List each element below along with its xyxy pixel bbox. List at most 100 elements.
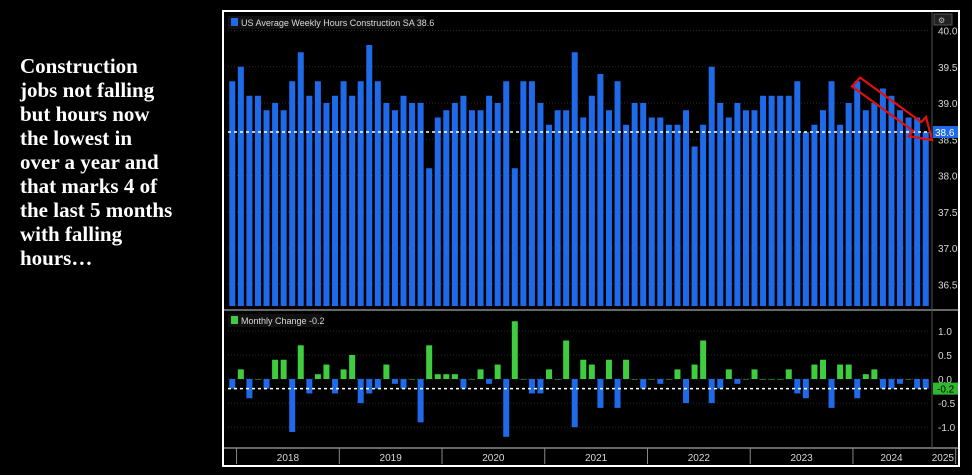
annotation-line: the last 5 months <box>20 198 173 222</box>
change-legend-swatch <box>231 316 238 324</box>
hours-bar <box>546 124 553 306</box>
change-bar <box>314 374 321 379</box>
change-last-value-badge <box>933 382 958 395</box>
change-bar <box>665 379 672 380</box>
hours-tick-label: 37.0 <box>938 244 958 255</box>
hours-bar <box>683 110 690 306</box>
change-bar <box>537 379 544 394</box>
change-legend-text: Monthly Change -0.2 <box>241 316 325 326</box>
change-bar <box>443 374 450 379</box>
hours-bar <box>297 52 304 306</box>
year-tick-label: 2019 <box>380 453 403 464</box>
hours-bar <box>914 117 921 306</box>
hours-bar <box>263 110 270 306</box>
hours-bar <box>254 95 261 306</box>
hours-bar <box>289 81 296 306</box>
change-bar <box>854 379 861 399</box>
change-bar <box>614 379 621 408</box>
hours-bar <box>400 95 407 306</box>
hours-bar <box>768 95 775 306</box>
hours-bar <box>802 132 809 306</box>
change-bar <box>837 364 844 379</box>
hours-bar <box>691 146 698 306</box>
hours-bar <box>862 110 869 306</box>
change-bar <box>888 379 895 389</box>
hours-bar <box>340 81 347 306</box>
change-bar <box>297 345 304 379</box>
change-bar <box>862 374 869 379</box>
change-bar <box>546 369 553 379</box>
hours-bar <box>742 110 749 306</box>
change-bar <box>246 379 253 399</box>
hours-last-value-label: 38.6 <box>935 128 955 139</box>
change-bar <box>648 379 655 380</box>
change-bar <box>451 374 458 379</box>
window-control-button <box>933 13 953 26</box>
hours-bar <box>905 117 912 306</box>
change-bar <box>674 369 681 379</box>
year-tick-label: 2022 <box>688 453 711 464</box>
change-tick-label: 0.0 <box>938 375 952 386</box>
change-bar <box>306 379 313 394</box>
hours-bar <box>323 103 330 306</box>
change-bar <box>237 369 244 379</box>
year-tick-label: 2021 <box>585 453 608 464</box>
hours-bar <box>734 103 741 306</box>
change-bar <box>571 379 578 428</box>
hours-bar <box>725 117 732 306</box>
change-bar <box>597 379 604 408</box>
hours-legend-text: US Average Weekly Hours Construction SA … <box>241 18 434 28</box>
change-bar <box>383 364 390 379</box>
hours-bar <box>383 103 390 306</box>
change-bar <box>391 379 398 384</box>
chart-svg[interactable]: 36.5 37.0 37.5 38.0 38.5 39.0 39.5 40.0 -1.0 -0.5… <box>224 12 958 465</box>
change-last-value-label: -0.2 <box>937 385 955 396</box>
change-bar <box>528 379 535 394</box>
change-bar <box>905 379 912 380</box>
change-bar <box>409 379 416 380</box>
change-bar <box>494 364 501 379</box>
hours-bar <box>605 110 612 306</box>
change-legend-bg <box>228 314 322 327</box>
chart-panel[interactable]: 36.5 37.0 37.5 38.0 38.5 39.0 39.5 40.0 -1.0 -0.5… <box>222 10 960 467</box>
hours-tick-label: 40.0 <box>938 27 958 38</box>
change-tick-label: -1.0 <box>938 423 956 434</box>
hours-bar <box>237 66 244 306</box>
change-bar <box>700 340 707 379</box>
hours-bar <box>460 95 467 306</box>
hours-bar <box>888 95 895 306</box>
change-bar <box>605 359 612 379</box>
hours-bar <box>528 81 535 306</box>
change-bar <box>785 369 792 379</box>
hours-bar <box>708 66 715 306</box>
change-bar <box>374 379 381 389</box>
hours-bar <box>614 81 621 306</box>
hours-bar <box>717 103 724 306</box>
change-bar <box>922 379 929 389</box>
year-tick-label: 2024 <box>880 453 903 464</box>
change-bar <box>263 379 270 389</box>
change-bar <box>871 369 878 379</box>
change-bar <box>879 379 886 389</box>
change-tick-label: 1.0 <box>938 327 952 338</box>
change-bar <box>708 379 715 404</box>
change-bar <box>811 364 818 379</box>
change-bar <box>640 379 647 389</box>
hours-bar <box>854 81 861 306</box>
year-tick-label: 2018 <box>277 453 300 464</box>
hours-bar <box>897 110 904 306</box>
hours-bar <box>537 103 544 306</box>
hours-bar <box>879 88 886 306</box>
change-bar <box>657 379 664 384</box>
hours-bar <box>623 124 630 306</box>
change-bar <box>845 364 852 379</box>
hours-last-value-badge <box>933 126 958 138</box>
hours-bar <box>314 81 321 306</box>
hours-bar <box>366 45 373 306</box>
change-bar <box>468 379 475 380</box>
change-bar <box>349 354 356 379</box>
hours-bar <box>631 103 638 306</box>
change-bar <box>254 379 261 380</box>
change-bar <box>229 379 236 389</box>
change-bar <box>768 379 775 380</box>
